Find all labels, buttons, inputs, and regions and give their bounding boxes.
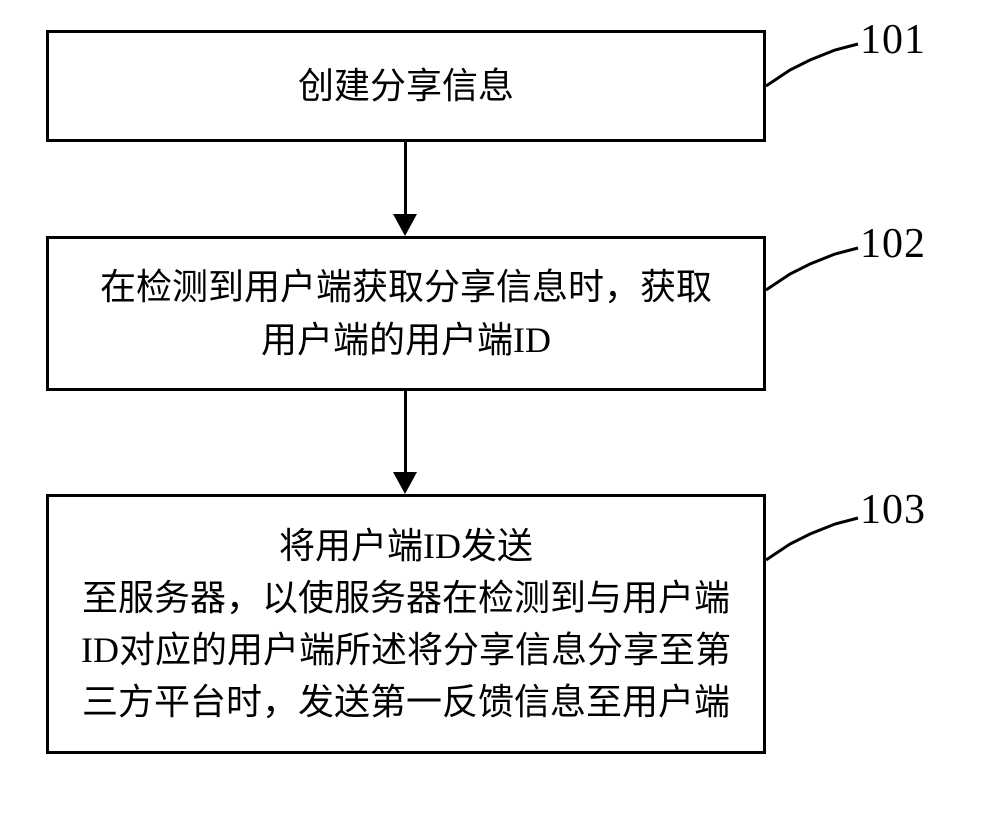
callout-101-line xyxy=(766,44,858,86)
callout-102-line xyxy=(766,248,858,290)
flow-step-101-text: 创建分享信息 xyxy=(298,60,514,112)
flow-step-103-text: 将用户端ID发送 至服务器，以使服务器在检测到与用户端 ID对应的用户端所述将分… xyxy=(81,520,731,729)
flow-step-101: 创建分享信息 xyxy=(46,30,766,142)
flow-step-102: 在检测到用户端获取分享信息时，获取 用户端的用户端ID xyxy=(46,236,766,391)
flowchart-canvas: 创建分享信息 101 在检测到用户端获取分享信息时，获取 用户端的用户端ID 1… xyxy=(0,0,1000,839)
label-103: 103 xyxy=(860,486,926,534)
arrow-101-102-head xyxy=(393,214,417,236)
flow-step-102-text: 在检测到用户端获取分享信息时，获取 用户端的用户端ID xyxy=(100,261,712,365)
flow-step-103: 将用户端ID发送 至服务器，以使服务器在检测到与用户端 ID对应的用户端所述将分… xyxy=(46,494,766,754)
arrow-101-102-line xyxy=(404,142,407,214)
callout-103-line xyxy=(766,518,858,560)
label-102: 102 xyxy=(860,220,926,268)
label-101: 101 xyxy=(860,16,926,64)
arrow-102-103-head xyxy=(393,472,417,494)
arrow-102-103-line xyxy=(404,391,407,472)
